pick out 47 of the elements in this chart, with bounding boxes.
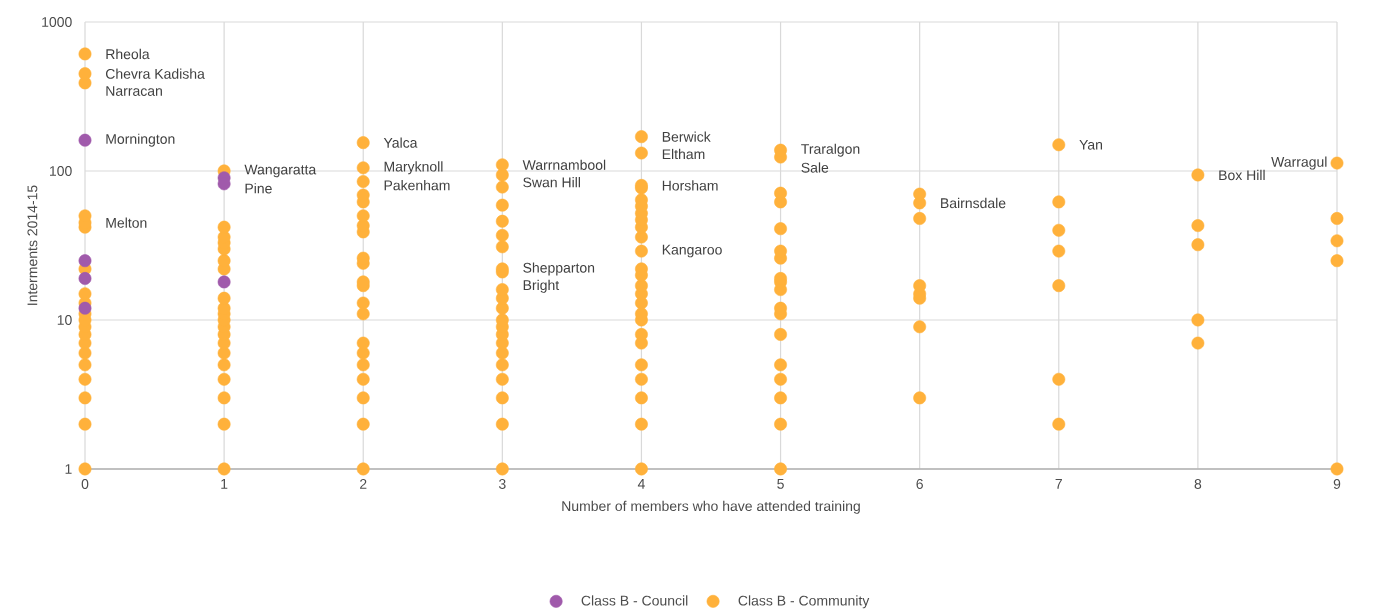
x-tick-label: 3	[498, 479, 506, 490]
y-axis-title: Interments 2014-15	[27, 185, 38, 306]
y-tick-label: 10	[57, 315, 72, 326]
annotation: Narracan	[106, 86, 162, 96]
point	[78, 301, 92, 315]
annotation: Eltham	[662, 148, 705, 160]
y-tick-label: 1	[65, 464, 72, 474]
annotation: Wangaratta	[244, 164, 317, 178]
annotation: Shepparton	[523, 262, 595, 276]
annotation: Swan Hill	[523, 177, 580, 188]
x-tick-label: 5	[777, 479, 784, 489]
x-tick-label: 6	[916, 479, 923, 490]
annotation: Bright	[523, 279, 560, 293]
x-tick-label: 0	[81, 479, 89, 490]
annotation: Warrnambool	[522, 159, 606, 171]
annotation: Pine	[245, 183, 272, 194]
y-tick-label: 100	[50, 166, 72, 177]
point	[78, 133, 92, 147]
annotation: Chevra Kadisha	[105, 68, 205, 79]
point	[217, 275, 231, 289]
annotation: Warragul	[1271, 156, 1327, 170]
point	[78, 272, 92, 285]
annotation: Kangaroo	[662, 244, 722, 258]
annotation: Melton	[106, 217, 147, 228]
legend-label: Class B - Community	[738, 595, 870, 609]
x-tick-label: 1	[221, 479, 228, 489]
annotation: Box Hill	[1219, 169, 1265, 181]
x-tick-label: 9	[1333, 479, 1341, 490]
annotation: Traralgon	[801, 143, 860, 157]
annotation: Sale	[801, 162, 829, 173]
legend-label: Class B - Council	[581, 595, 688, 606]
x-tick-label: 8	[1194, 479, 1202, 490]
annotation: Bairnsdale	[941, 197, 1006, 209]
x-tick-label: 7	[1055, 479, 1062, 489]
annotation: Horsham	[662, 180, 718, 191]
annotation: Pakenham	[384, 180, 450, 191]
annotation: Yalca	[383, 137, 418, 148]
x-tick-label: 2	[360, 479, 367, 489]
x-axis-title: Number of members who have attended training	[562, 500, 860, 514]
annotation: Yan	[1079, 140, 1103, 150]
annotation: Berwick	[662, 131, 711, 142]
annotation: Maryknoll	[384, 161, 443, 175]
y-tick-label: 1000	[42, 17, 72, 28]
annotation: Rheola	[106, 48, 150, 60]
annotation: Mornington	[106, 133, 175, 147]
point	[78, 254, 92, 268]
x-tick-label: 4	[637, 479, 645, 489]
